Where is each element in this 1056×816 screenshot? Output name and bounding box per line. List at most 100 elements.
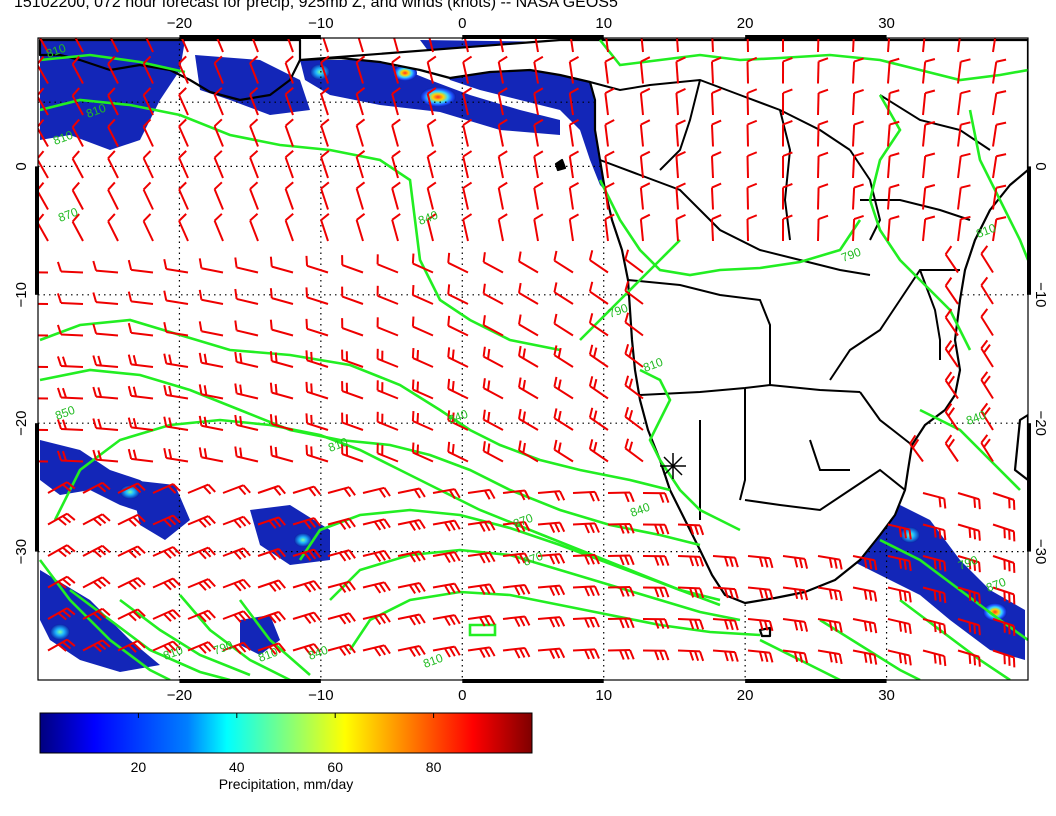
wind-barbs: [38, 38, 1016, 668]
wind-barb: [127, 291, 154, 305]
wind-barb: [782, 57, 793, 84]
wind-barb: [355, 118, 366, 147]
wind-barb: [992, 618, 1016, 636]
wind-barb: [117, 576, 146, 590]
wind-barb: [482, 252, 504, 274]
wind-barb: [362, 644, 391, 657]
wind-barb: [462, 87, 473, 116]
wind-barb: [56, 356, 84, 368]
wind-barb: [607, 554, 635, 566]
wind-barb: [127, 259, 154, 274]
wind-barb: [817, 649, 843, 665]
wind-barb: [957, 523, 981, 541]
wind-barb: [234, 383, 259, 400]
wind-barb: [677, 586, 705, 599]
contour-label: 810: [51, 128, 75, 148]
wind-barb: [355, 213, 366, 242]
right-lat-tick-label: −30: [1032, 539, 1049, 564]
wind-barb: [604, 213, 615, 242]
wind-barb: [992, 216, 1007, 242]
wind-barb: [887, 57, 900, 84]
wind-barb: [198, 447, 224, 463]
wind-barb: [607, 649, 635, 660]
wind-barb: [38, 271, 49, 274]
wind-barb: [675, 119, 686, 147]
wind-barb: [922, 492, 947, 509]
wind-barb: [74, 38, 84, 53]
wind-barb: [712, 555, 739, 568]
wind-barb: [327, 580, 356, 593]
wind-barb: [447, 315, 469, 337]
wind-barb: [852, 38, 855, 53]
wind-barb: [391, 87, 401, 116]
wind-barb: [432, 582, 461, 595]
wind-barb: [447, 252, 469, 274]
wind-barb: [426, 87, 437, 116]
wind-barb: [992, 90, 1007, 116]
wind-barb: [117, 639, 146, 653]
wind-barb: [198, 384, 224, 400]
wind-barb: [817, 183, 829, 210]
wind-barb: [980, 276, 994, 305]
wind-barb: [852, 215, 864, 242]
wind-barb: [746, 38, 749, 53]
wind-barb: [391, 150, 401, 179]
wind-barb: [992, 153, 1007, 179]
wind-barb: [145, 38, 154, 53]
wind-barb: [782, 586, 809, 601]
wind-barb: [922, 586, 947, 604]
top-lon-tick-label: −10: [308, 15, 333, 32]
wind-barb: [957, 555, 981, 573]
wind-barb: [269, 414, 294, 431]
bottom-lon-tick-label: 20: [737, 687, 754, 704]
wind-barb: [463, 38, 469, 53]
wind-barb: [992, 586, 1016, 605]
wind-barb: [992, 58, 1007, 84]
wind-barb: [393, 38, 399, 53]
wind-barb: [292, 643, 321, 656]
wind-barb: [482, 441, 504, 463]
wind-barb: [284, 87, 294, 116]
wind-barb: [56, 450, 84, 463]
right-lat-tick-label: −20: [1032, 410, 1049, 435]
wind-barb: [257, 610, 286, 624]
wind-barb: [624, 280, 644, 305]
wind-barb: [411, 348, 434, 368]
wind-barb: [163, 385, 189, 400]
wind-barb: [605, 38, 609, 53]
wind-barb: [92, 355, 119, 368]
wind-barb: [286, 38, 294, 53]
wind-barb: [249, 118, 259, 147]
wind-barb: [710, 151, 722, 179]
wind-barb: [257, 547, 286, 561]
wind-barb: [117, 513, 146, 527]
wind-barb: [107, 150, 119, 179]
wind-barb: [533, 118, 544, 147]
wind-barb: [82, 513, 111, 527]
wind-barb: [957, 184, 971, 210]
wind-barb: [642, 523, 670, 535]
wind-barb: [178, 150, 189, 179]
wind-barb: [397, 519, 426, 532]
wind-barb: [376, 411, 399, 431]
wind-barb: [607, 586, 635, 597]
wind-barb: [47, 512, 76, 526]
wind-barb: [568, 213, 580, 242]
wind-barb: [467, 646, 496, 658]
wind-barb: [187, 641, 216, 654]
wind-barb: [222, 547, 251, 560]
wind-barb: [432, 551, 461, 564]
wind-barb: [362, 549, 391, 563]
wind-barb: [56, 261, 84, 274]
wind-barb: [957, 586, 981, 604]
wind-barb: [320, 87, 330, 116]
wind-barb: [782, 151, 793, 179]
wind-barb: [222, 484, 251, 496]
wind-barb: [711, 38, 714, 53]
country-borders: [589, 78, 991, 520]
wind-barb: [426, 118, 437, 147]
wind-barb: [411, 379, 434, 400]
wind-barb: [604, 150, 615, 179]
wind-barb: [142, 118, 154, 147]
